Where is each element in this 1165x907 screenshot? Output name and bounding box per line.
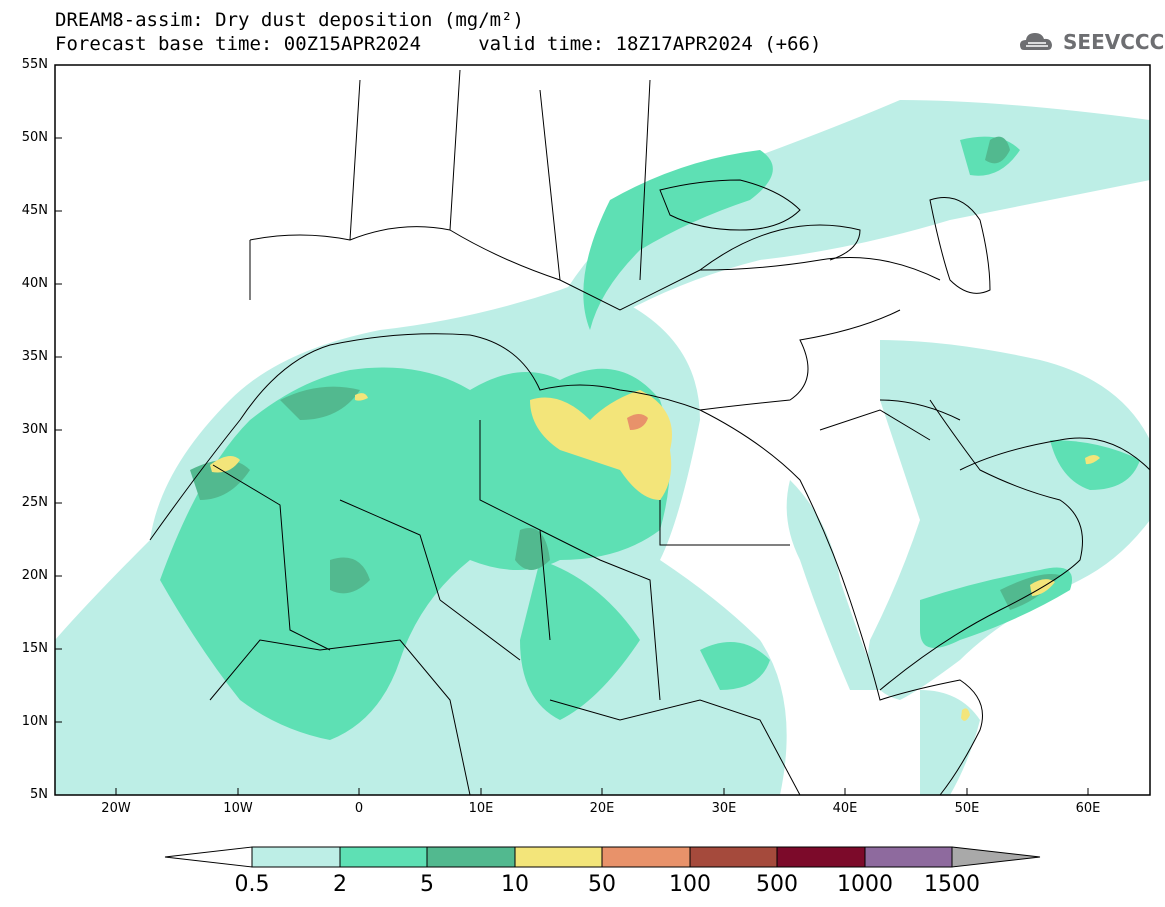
lon-label: 30E xyxy=(711,801,737,816)
colorbar-label: 0.5 xyxy=(234,872,270,897)
dust-field xyxy=(55,65,1150,795)
colorbar-under-triangle xyxy=(164,846,253,868)
colorbar-bin xyxy=(251,846,341,868)
lat-label: 10N xyxy=(21,714,48,729)
lon-label: 20E xyxy=(589,801,615,816)
lon-label: 10W xyxy=(223,801,253,816)
lon-label: 40E xyxy=(832,801,858,816)
lat-label: 20N xyxy=(21,568,48,583)
dust-contour-5 xyxy=(280,386,360,420)
lat-label: 25N xyxy=(21,495,48,510)
lat-label: 45N xyxy=(21,203,48,218)
lat-label: 5N xyxy=(30,787,48,802)
lat-label: 40N xyxy=(21,276,48,291)
colorbar-label: 500 xyxy=(756,872,798,897)
colorbar-bin xyxy=(601,846,691,868)
dust-contour-50 xyxy=(627,414,648,430)
colorbar-bin xyxy=(426,846,516,868)
map-title: DREAM8-assim: Dry dust deposition (mg/m²… xyxy=(55,9,524,31)
coastlines xyxy=(149,69,1150,795)
colorbar-over-triangle xyxy=(951,846,1041,868)
colorbar-bin xyxy=(776,846,866,868)
colorbar-label: 50 xyxy=(588,872,616,897)
colorbar-bin xyxy=(689,846,778,868)
colorbar-bin xyxy=(864,846,953,868)
colorbar-bin xyxy=(514,846,603,868)
lon-label: 60E xyxy=(1075,801,1101,816)
lon-label: 50E xyxy=(954,801,980,816)
lat-label: 50N xyxy=(21,130,48,145)
lat-label: 55N xyxy=(21,57,48,72)
cloud-logo-icon xyxy=(1020,33,1052,50)
lon-label: 20W xyxy=(101,801,131,816)
forecast-time-line: Forecast base time: 00Z15APR2024 valid t… xyxy=(55,33,822,55)
lat-label: 15N xyxy=(21,641,48,656)
colorbar xyxy=(164,846,1041,868)
colorbar-label: 5 xyxy=(420,872,434,897)
dust-contour-2 xyxy=(160,367,670,740)
colorbar-label: 1000 xyxy=(837,872,893,897)
lat-label: 30N xyxy=(21,422,48,437)
logo-text: SEEVCCC xyxy=(1063,30,1165,54)
lon-label: 10E xyxy=(468,801,494,816)
colorbar-label: 1500 xyxy=(924,872,980,897)
lat-label: 35N xyxy=(21,349,48,364)
colorbar-label: 100 xyxy=(669,872,711,897)
colorbar-label: 10 xyxy=(501,872,529,897)
colorbar-label: 2 xyxy=(333,872,347,897)
colorbar-bin xyxy=(339,846,428,868)
lon-label: 0 xyxy=(354,801,364,816)
axis-ticks xyxy=(55,64,1089,795)
